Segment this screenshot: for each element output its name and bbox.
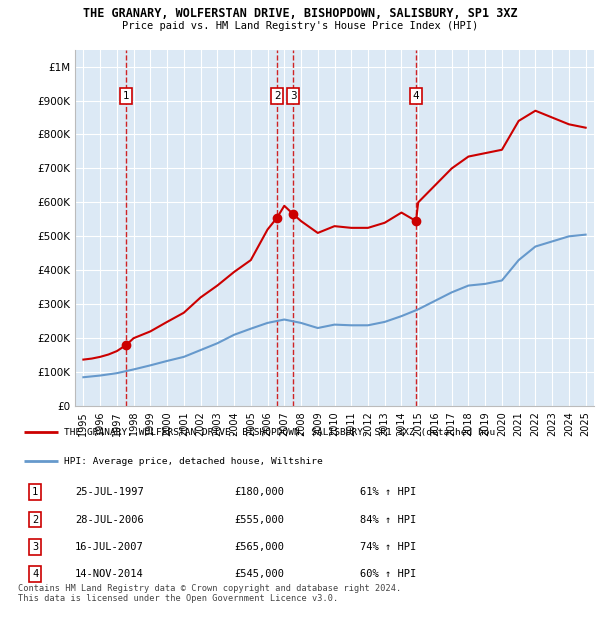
Text: £565,000: £565,000 xyxy=(235,542,284,552)
Text: £180,000: £180,000 xyxy=(235,487,284,497)
Text: HPI: Average price, detached house, Wiltshire: HPI: Average price, detached house, Wilt… xyxy=(64,456,322,466)
Text: Price paid vs. HM Land Registry's House Price Index (HPI): Price paid vs. HM Land Registry's House … xyxy=(122,21,478,31)
Text: 1: 1 xyxy=(32,487,38,497)
Text: THE GRANARY, WOLFERSTAN DRIVE, BISHOPDOWN, SALISBURY, SP1 3XZ (detached hou: THE GRANARY, WOLFERSTAN DRIVE, BISHOPDOW… xyxy=(64,428,495,436)
Text: 4: 4 xyxy=(32,569,38,578)
Text: 61% ↑ HPI: 61% ↑ HPI xyxy=(360,487,416,497)
Text: 25-JUL-1997: 25-JUL-1997 xyxy=(75,487,144,497)
Text: 16-JUL-2007: 16-JUL-2007 xyxy=(75,542,144,552)
Text: 1: 1 xyxy=(123,91,130,101)
Text: 28-JUL-2006: 28-JUL-2006 xyxy=(75,515,144,525)
Text: Contains HM Land Registry data © Crown copyright and database right 2024.
This d: Contains HM Land Registry data © Crown c… xyxy=(18,584,401,603)
Text: 74% ↑ HPI: 74% ↑ HPI xyxy=(360,542,416,552)
Text: 60% ↑ HPI: 60% ↑ HPI xyxy=(360,569,416,578)
Text: 84% ↑ HPI: 84% ↑ HPI xyxy=(360,515,416,525)
Text: THE GRANARY, WOLFERSTAN DRIVE, BISHOPDOWN, SALISBURY, SP1 3XZ: THE GRANARY, WOLFERSTAN DRIVE, BISHOPDOW… xyxy=(83,7,517,20)
Text: £555,000: £555,000 xyxy=(235,515,284,525)
Text: 2: 2 xyxy=(274,91,280,101)
Text: £545,000: £545,000 xyxy=(235,569,284,578)
Text: 4: 4 xyxy=(413,91,419,101)
Text: 3: 3 xyxy=(290,91,296,101)
Text: 3: 3 xyxy=(32,542,38,552)
Text: 2: 2 xyxy=(32,515,38,525)
Text: 14-NOV-2014: 14-NOV-2014 xyxy=(75,569,144,578)
